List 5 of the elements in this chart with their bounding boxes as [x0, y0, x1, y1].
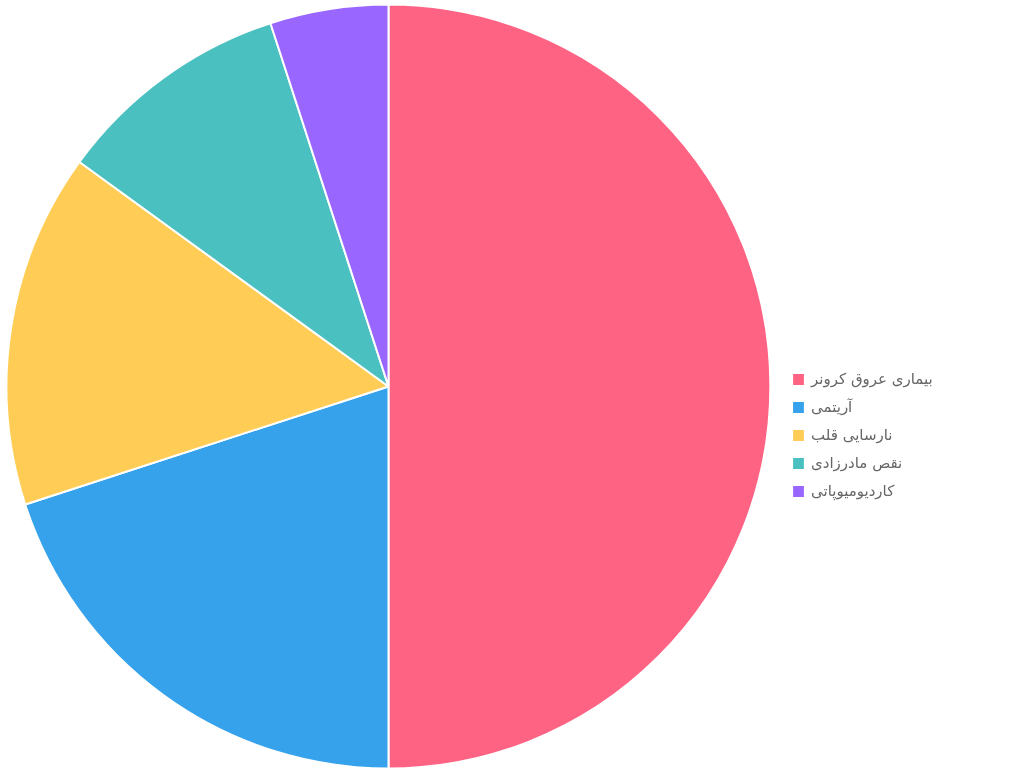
legend-label: بیماری عروق کرونر [811, 370, 933, 388]
legend-label: نقص مادرزادی [811, 454, 903, 472]
legend-label: نارسایی قلب [811, 426, 893, 444]
legend-label: کاردیومیوپاتی [811, 482, 895, 500]
legend-label: آریتمی [811, 398, 853, 416]
